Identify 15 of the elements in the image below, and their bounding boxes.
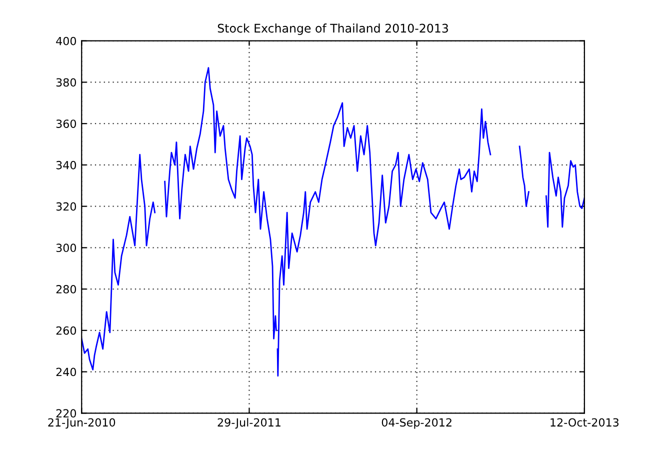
x-tick-label: 04-Sep-2012 [382,418,452,429]
y-tick-label: 260 [56,326,76,335]
y-tick-label: 320 [56,202,76,211]
x-tick-label: 21-Jun-2010 [48,418,116,429]
x-tick-label: 12-Oct-2013 [550,418,619,427]
chart-title: Stock Exchange of Thailand 2010-2013 [218,24,448,35]
y-tick-label: 280 [56,285,76,294]
y-tick-label: 380 [56,78,76,87]
x-tick-label: 29-Jul-2011 [218,418,280,429]
y-tick-label: 400 [56,36,76,46]
y-tick-label: 220 [56,409,76,418]
y-tick-label: 340 [56,160,76,170]
y-tick-label: 240 [56,368,76,376]
y-tick-label: 360 [56,120,76,128]
y-tick-label: 300 [56,244,76,252]
